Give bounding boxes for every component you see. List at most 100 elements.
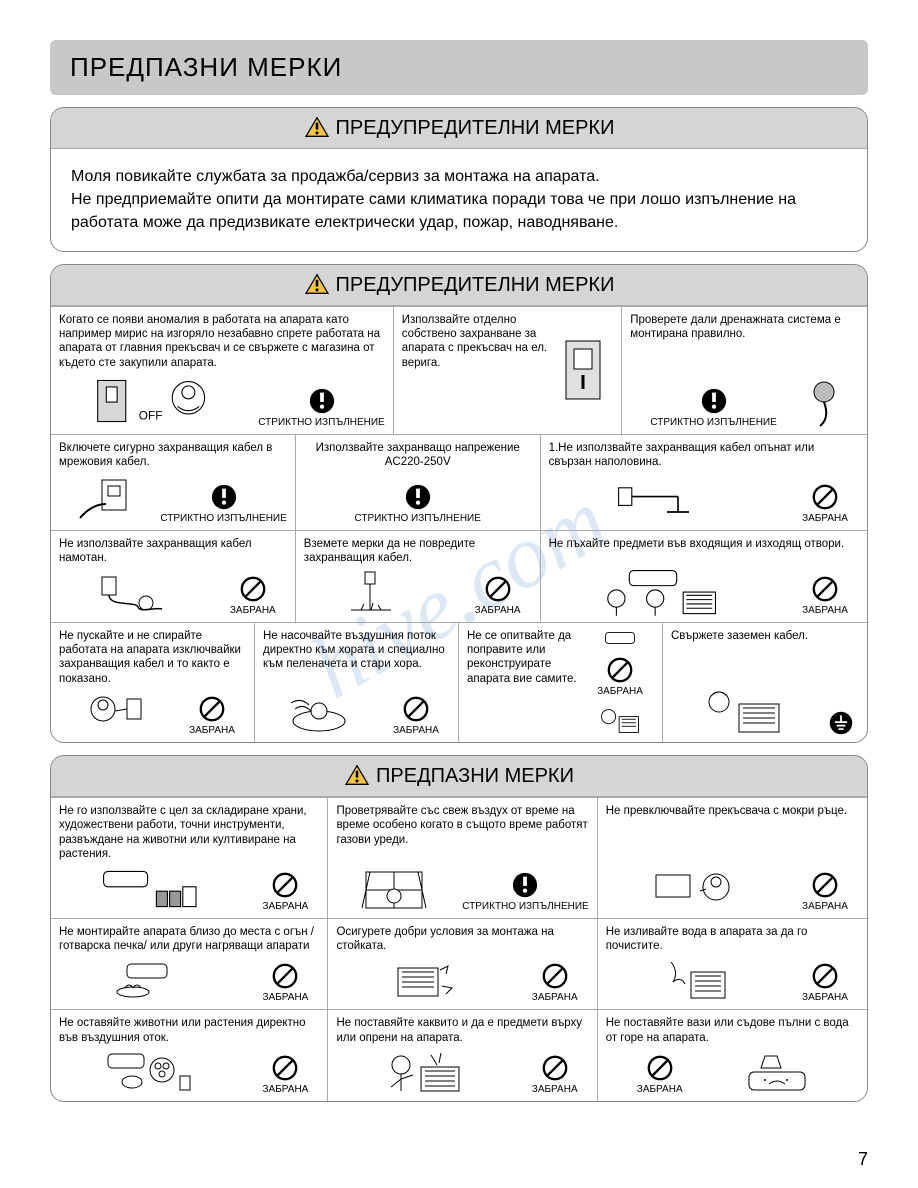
- caution-cell: Проветрявайте със свеж въздух от време н…: [328, 798, 597, 918]
- badge-label: СТРИКТНО ИЗПЪЛНЕНИЕ: [258, 417, 384, 428]
- badge-label: ЗАБРАНА: [189, 725, 235, 736]
- illustration: [336, 1049, 514, 1095]
- prohibit-icon: [239, 575, 267, 603]
- page-content: ПРЕДПАЗНИ МЕРКИ ПРЕДУПРЕДИТЕЛНИ МЕРКИ Мо…: [50, 40, 868, 1102]
- badge: СТРИКТНО ИЗПЪЛНЕНИЕ: [462, 871, 588, 912]
- grid-row: Не използвайте захранващия кабел намотан…: [51, 530, 867, 622]
- strict-icon: [308, 387, 336, 415]
- cell-text: Не превключвайте прекъсвача с мокри ръце…: [606, 804, 859, 818]
- cell-text: Не пъхайте предмети във входящия и изход…: [549, 537, 859, 551]
- caution-cell: Не поставяйте каквито и да е предмети въ…: [328, 1010, 597, 1101]
- ground-icon: [828, 710, 854, 736]
- warning-cell: Не насочвайте въздушния поток директно к…: [255, 623, 459, 743]
- warning-cell: Не пъхайте предмети във входящия и изход…: [541, 531, 867, 622]
- section1-body: Моля повикайте службата за продажба/серв…: [51, 149, 867, 251]
- strict-icon: [700, 387, 728, 415]
- illustration: [59, 570, 213, 616]
- cell-text: Проверете дали дренажната система е монт…: [630, 313, 859, 342]
- section-warning-1: ПРЕДУПРЕДИТЕЛНИ МЕРКИ Моля повикайте слу…: [50, 107, 868, 252]
- illustration: OFF: [59, 374, 252, 428]
- badge-label: ЗАБРАНА: [802, 513, 848, 524]
- illustration: [59, 1049, 245, 1095]
- prohibit-icon: [541, 962, 569, 990]
- section-header: ПРЕДПАЗНИ МЕРКИ: [51, 756, 867, 797]
- prohibit-icon: [198, 695, 226, 723]
- cell-text: Свържете заземен кабел.: [671, 629, 859, 643]
- grid-row: Когато се появи аномалия в работата на а…: [51, 306, 867, 435]
- strict-icon: [404, 483, 432, 511]
- illustration: [59, 957, 245, 1003]
- cell-text: Не поставяйте вази или съдове пълни с во…: [606, 1016, 859, 1045]
- badge-label: ЗАБРАНА: [802, 605, 848, 616]
- illustration: [59, 474, 154, 524]
- grid-row: Не пускайте и не спирайте работата на ап…: [51, 622, 867, 743]
- caution-cell: Осигурете добри условия за монтажа на ст…: [328, 919, 597, 1010]
- badge-label: ЗАБРАНА: [597, 686, 643, 697]
- cell-text: Осигурете добри условия за монтажа на ст…: [336, 925, 588, 954]
- prohibit-icon: [606, 656, 634, 684]
- cell-text: Проветрявайте със свеж въздух от време н…: [336, 804, 588, 847]
- warning-cell: Използвайте захранващо напрежение AC220-…: [296, 435, 541, 530]
- cell-text: 1.Не използвайте захранващия кабел опъна…: [549, 441, 859, 470]
- badge: ЗАБРАНА: [521, 962, 589, 1003]
- badge-label: ЗАБРАНА: [637, 1084, 683, 1095]
- section-warning-2: ПРЕДУПРЕДИТЕЛНИ МЕРКИ Когато се появи ан…: [50, 264, 868, 744]
- badge: ЗАБРАНА: [791, 962, 859, 1003]
- illustration: [803, 378, 859, 428]
- warning-triangle-icon: [304, 273, 330, 295]
- badge: ЗАБРАНА: [251, 962, 319, 1003]
- prohibit-icon: [811, 962, 839, 990]
- prohibit-icon: [541, 1054, 569, 1082]
- badge-label: ЗАБРАНА: [475, 605, 521, 616]
- caution-cell: Не монтирайте апарата близо до места с о…: [51, 919, 328, 1010]
- illustration: [59, 690, 172, 736]
- illustration: [549, 478, 785, 524]
- section1-heading: ПРЕДУПРЕДИТЕЛНИ МЕРКИ: [336, 117, 615, 139]
- badge: СТРИКТНО ИЗПЪЛНЕНИЕ: [354, 483, 480, 524]
- badge: ЗАБРАНА: [382, 695, 450, 736]
- off-label: OFF: [138, 408, 162, 422]
- badge-label: СТРИКТНО ИЗПЪЛНЕНИЕ: [354, 513, 480, 524]
- badge: ЗАБРАНА: [791, 575, 859, 616]
- badge: СТРИКТНО ИЗПЪЛНЕНИЕ: [258, 387, 384, 428]
- badge: ЗАБРАНА: [251, 871, 319, 912]
- illustration: [59, 866, 245, 912]
- caution-cell: Не го използвайте с цел за складиране хр…: [51, 798, 328, 918]
- warning-cell: Използвайте отделно собствено захранване…: [394, 307, 622, 435]
- badge-label: СТРИКТНО ИЗПЪЛНЕНИЕ: [650, 417, 776, 428]
- grid-row: Не монтирайте апарата близо до места с о…: [51, 918, 867, 1010]
- badge-label: ЗАБРАНА: [393, 725, 439, 736]
- badge-label: ЗАБРАНА: [532, 992, 578, 1003]
- badge: СТРИКТНО ИЗПЪЛНЕНИЕ: [650, 387, 776, 428]
- cell-text: Не използвайте захранващия кабел намотан…: [59, 537, 287, 566]
- warning-triangle-icon: [304, 116, 330, 138]
- caution-cell: Не превключвайте прекъсвача с мокри ръце…: [598, 798, 867, 918]
- caution-cell: Не поставяйте вази или съдове пълни с во…: [598, 1010, 867, 1101]
- badge-label: ЗАБРАНА: [230, 605, 276, 616]
- warning-cell: Не пускайте и не спирайте работата на ап…: [51, 623, 255, 743]
- cell-text: Не поставяйте каквито и да е предмети въ…: [336, 1016, 588, 1045]
- prohibit-icon: [646, 1054, 674, 1082]
- illustration: [336, 957, 514, 1003]
- badge: СТРИКТНО ИЗПЪЛНЕНИЕ: [160, 483, 286, 524]
- cell-text: Не монтирайте апарата близо до места с о…: [59, 925, 319, 954]
- badge: ЗАБРАНА: [586, 656, 654, 697]
- illustration: [602, 629, 638, 647]
- badge: ЗАБРАНА: [178, 695, 246, 736]
- cell-text: Не оставяйте животни или растения директ…: [59, 1016, 319, 1045]
- warning-triangle-icon: [344, 764, 370, 786]
- cell-text: Не го използвайте с цел за складиране хр…: [59, 804, 319, 862]
- prohibit-icon: [271, 962, 299, 990]
- cell-text: Не насочвайте въздушния поток директно к…: [263, 629, 450, 672]
- badge-label: ЗАБРАНА: [263, 901, 309, 912]
- badge: ЗАБРАНА: [521, 1054, 589, 1095]
- grid-row: Не го използвайте с цел за складиране хр…: [51, 797, 867, 918]
- section-caution: ПРЕДПАЗНИ МЕРКИ Не го използвайте с цел …: [50, 755, 868, 1102]
- badge-label: СТРИКТНО ИЗПЪЛНЕНИЕ: [462, 901, 588, 912]
- prohibit-icon: [484, 575, 512, 603]
- illustration: [598, 706, 642, 736]
- warning-cell: Вземете мерки да не повредите захранващи…: [296, 531, 541, 622]
- cell-text: Не изливайте вода в апарата за да го поч…: [606, 925, 859, 954]
- warning-cell: Не се опитвайте да поправите или реконст…: [459, 623, 663, 743]
- warning-cell: Когато се появи аномалия в работата на а…: [51, 307, 394, 435]
